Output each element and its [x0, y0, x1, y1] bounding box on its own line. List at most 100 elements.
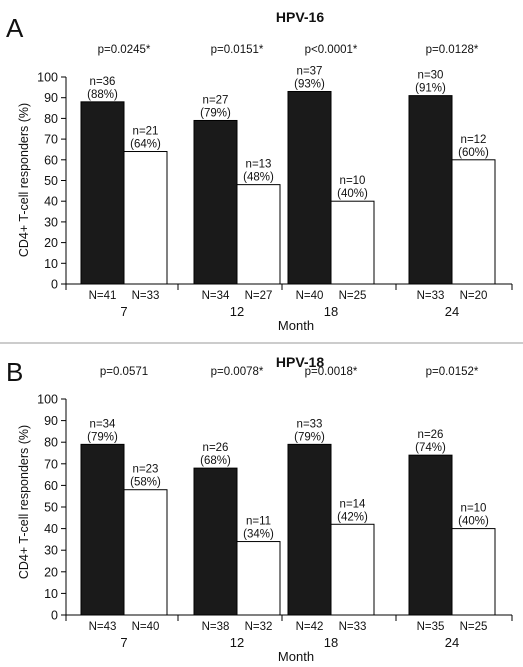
bar-count-label: n=10	[461, 503, 487, 515]
group-n-label: N=41	[89, 290, 117, 302]
bar-count-label: n=27	[203, 94, 229, 106]
bar	[80, 443, 125, 616]
p-value-label: p=0.0128*	[426, 44, 479, 56]
p-value-label: p=0.0018*	[305, 366, 358, 378]
bar-percent-label: (58%)	[130, 477, 161, 489]
group-n-label: N=34	[202, 290, 230, 302]
bar	[236, 184, 281, 285]
bar	[123, 151, 168, 285]
group-n-label: N=25	[339, 290, 367, 302]
bar	[451, 528, 496, 616]
y-tick-label: 20	[44, 236, 58, 250]
bar-percent-label: (74%)	[415, 442, 446, 454]
group-n-label: N=32	[245, 621, 273, 633]
p-value-label: p=0.0152*	[426, 366, 479, 378]
x-category-label: 18	[324, 635, 338, 650]
bar-percent-label: (79%)	[200, 107, 231, 119]
y-tick-label: 100	[37, 71, 58, 85]
bar	[123, 489, 168, 616]
y-axis-label: CD4+ T-cell responders (%)	[17, 103, 31, 257]
bar-count-label: n=37	[297, 65, 323, 77]
x-category-label: 18	[324, 304, 338, 319]
bar-count-label: n=30	[418, 70, 444, 82]
bar	[236, 541, 281, 616]
y-tick-label: 40	[44, 195, 58, 209]
y-axis-label: CD4+ T-cell responders (%)	[17, 425, 31, 579]
group-n-label: N=40	[296, 290, 324, 302]
p-value-label: p=0.0078*	[211, 366, 264, 378]
group-n-label: N=42	[296, 621, 324, 633]
x-category-label: 12	[230, 635, 244, 650]
y-tick-label: 90	[44, 414, 58, 428]
y-tick-label: 30	[44, 544, 58, 558]
bar-count-label: n=12	[461, 134, 487, 146]
bar-percent-label: (40%)	[458, 516, 489, 528]
panel-b: B HPV-18 CD4+ T-cell responders (%) Mont…	[6, 354, 513, 664]
group-n-label: N=33	[339, 621, 367, 633]
p-value-label: p=0.0571	[100, 366, 148, 378]
bar	[330, 200, 375, 285]
group-n-label: N=38	[202, 621, 230, 633]
bar-count-label: n=34	[90, 418, 117, 430]
y-tick-label: 0	[51, 278, 58, 292]
bar-percent-label: (40%)	[337, 188, 368, 200]
bar	[287, 443, 332, 616]
bar	[80, 101, 125, 285]
bar-percent-label: (42%)	[337, 511, 368, 523]
p-value-label: p=0.0151*	[211, 44, 264, 56]
bar	[193, 467, 238, 616]
bar-count-label: n=21	[133, 126, 159, 138]
bar	[193, 119, 238, 285]
p-value-label: p<0.0001*	[305, 44, 358, 56]
plot-area: 0102030405060708090100n=34(79%)N=43n=23(…	[37, 366, 513, 650]
bar	[408, 454, 453, 616]
y-tick-label: 0	[51, 609, 58, 623]
y-tick-label: 30	[44, 215, 58, 229]
y-tick-label: 50	[44, 174, 58, 188]
chart-title: HPV-18	[276, 354, 324, 370]
y-tick-label: 10	[44, 257, 58, 271]
x-axis-label: Month	[278, 649, 314, 664]
bar	[287, 90, 332, 285]
x-category-label: 24	[445, 304, 459, 319]
bar-percent-label: (48%)	[243, 172, 274, 184]
bar-percent-label: (91%)	[415, 83, 446, 95]
group-n-label: N=33	[417, 290, 445, 302]
y-tick-label: 100	[37, 393, 58, 407]
panel-letter: B	[6, 357, 23, 387]
x-axis-label: Month	[278, 318, 314, 333]
group-n-label: N=35	[417, 621, 445, 633]
group-n-label: N=33	[132, 290, 160, 302]
y-tick-label: 70	[44, 133, 58, 147]
bar-count-label: n=23	[133, 464, 159, 476]
group-n-label: N=43	[89, 621, 117, 633]
y-tick-label: 80	[44, 436, 58, 450]
y-tick-label: 60	[44, 479, 58, 493]
bar-count-label: n=26	[203, 442, 229, 454]
bar	[451, 159, 496, 285]
y-tick-label: 90	[44, 91, 58, 105]
bar-percent-label: (68%)	[200, 455, 231, 467]
bar-percent-label: (34%)	[243, 529, 274, 541]
bar-percent-label: (88%)	[87, 89, 118, 101]
group-n-label: N=27	[245, 290, 273, 302]
y-tick-label: 80	[44, 112, 58, 126]
panel-letter: A	[6, 13, 24, 43]
bar-percent-label: (79%)	[294, 431, 325, 443]
bar-count-label: n=11	[246, 516, 271, 528]
panel-a: A HPV-16 CD4+ T-cell responders (%) Mont…	[6, 9, 513, 333]
group-n-label: N=40	[132, 621, 160, 633]
x-category-label: 7	[120, 304, 127, 319]
bar-count-label: n=14	[340, 498, 367, 510]
group-n-label: N=25	[460, 621, 488, 633]
x-category-label: 12	[230, 304, 244, 319]
bar-percent-label: (64%)	[130, 139, 161, 151]
bar	[408, 95, 453, 285]
y-tick-label: 50	[44, 501, 58, 515]
bar-count-label: n=33	[297, 418, 323, 430]
chart-title: HPV-16	[276, 9, 324, 25]
bar-percent-label: (60%)	[458, 147, 489, 159]
bar-count-label: n=26	[418, 429, 444, 441]
bar-count-label: n=13	[246, 159, 272, 171]
